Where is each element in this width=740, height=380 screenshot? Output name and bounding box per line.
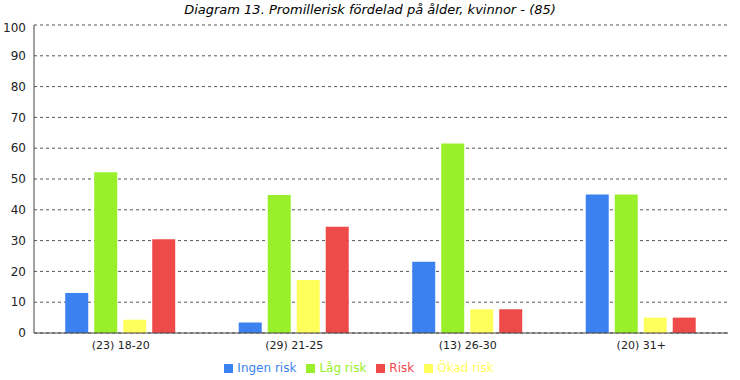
svg-text:100: 100 — [8, 21, 26, 35]
html-text:Diagram 13. Promillerisk förde: Diagram 13. Promillerisk fördelad på åld… — [184, 2, 556, 17]
html-text:Risk: Risk — [389, 361, 415, 375]
svg-text:90: 90 — [11, 49, 26, 63]
html-text:Ingen risk: Ingen risk — [237, 361, 297, 375]
svg-text:80: 80 — [11, 80, 26, 94]
svg-text:40: 40 — [11, 203, 26, 217]
svg-text:30: 30 — [11, 234, 26, 248]
svg-text:0: 0 — [18, 326, 26, 340]
svg-text:50: 50 — [11, 172, 26, 186]
html-text:Låg risk: Låg risk — [319, 361, 367, 375]
html-text:Ökad risk: Ökad risk — [437, 361, 494, 375]
svg-text:10: 10 — [11, 295, 26, 309]
svg-text:70: 70 — [11, 111, 26, 125]
svg-text:20: 20 — [11, 265, 26, 279]
svg-text:60: 60 — [11, 141, 26, 155]
svg-text:(29) 21-25: (29) 21-25 — [265, 339, 323, 352]
svg-text:(13) 26-30: (13) 26-30 — [439, 339, 497, 352]
svg-text:(23) 18-20: (23) 18-20 — [92, 339, 150, 352]
svg-text:(20) 31+: (20) 31+ — [617, 339, 666, 352]
